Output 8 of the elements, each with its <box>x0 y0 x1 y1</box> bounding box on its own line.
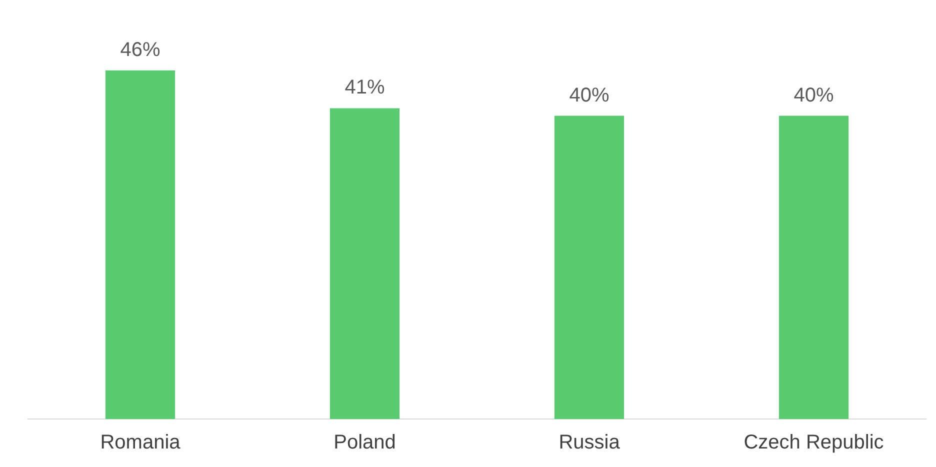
x-tick-label: Romania <box>100 432 182 454</box>
data-label: 46% <box>120 38 160 61</box>
data-label: 40% <box>569 84 610 106</box>
x-tick-label: Czech Republic <box>744 432 884 454</box>
data-label: 40% <box>794 84 834 106</box>
x-tick-label: Russia <box>558 432 621 454</box>
x-tick-label: Poland <box>334 432 396 454</box>
data-label: 41% <box>344 76 385 99</box>
